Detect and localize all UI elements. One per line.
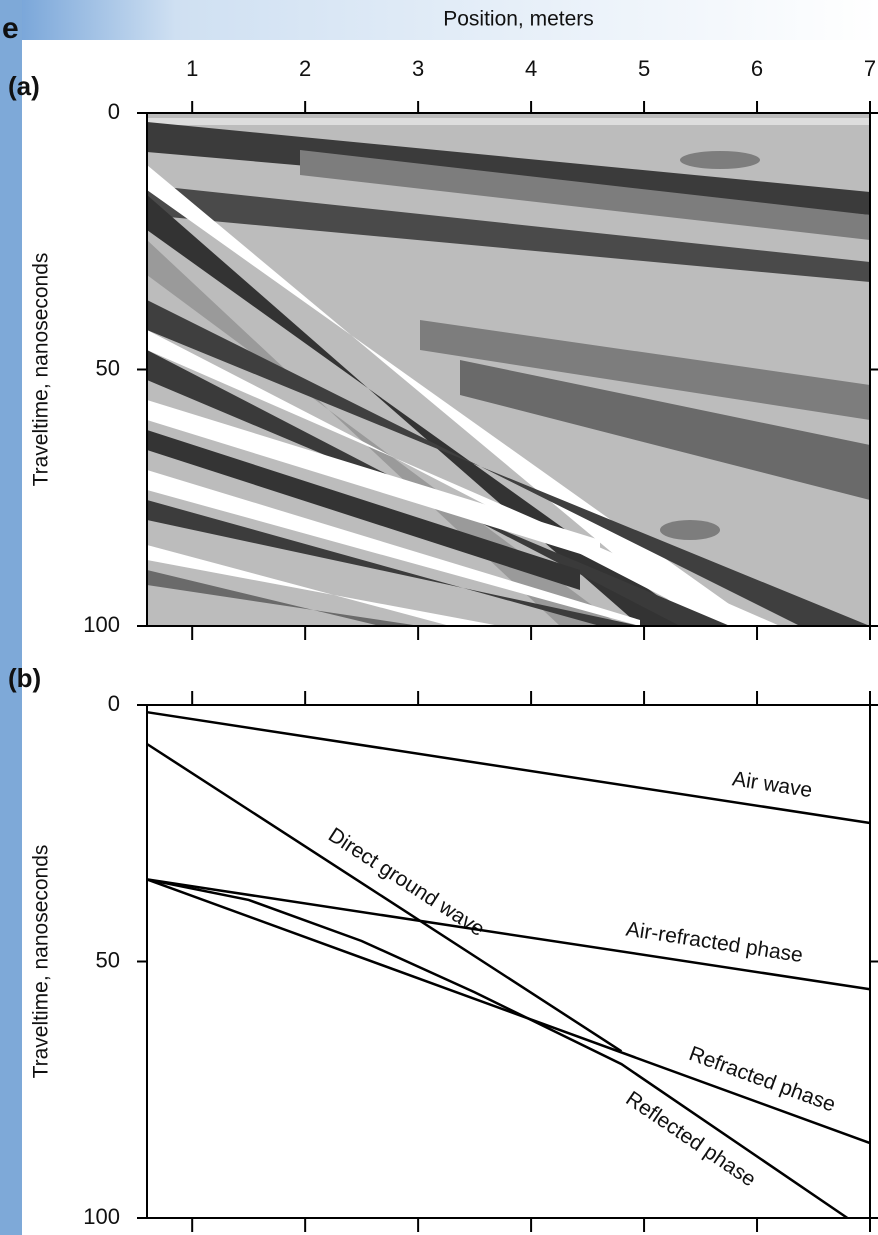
series-line <box>146 878 849 1220</box>
y-tick-label: 0 <box>108 691 120 716</box>
x-tick-label: 6 <box>751 56 763 81</box>
y-tick-label: 0 <box>108 99 120 124</box>
y-axis-label: Traveltime, nanoseconds <box>30 845 53 1079</box>
left-strip <box>0 0 22 1235</box>
panel-bg <box>22 40 142 1235</box>
y-tick-label: 50 <box>96 947 120 972</box>
panel-label: (b) <box>8 663 41 693</box>
series-line <box>146 742 623 1053</box>
x-tick-label: 5 <box>638 56 650 81</box>
x-tick-label: 3 <box>412 56 424 81</box>
x-tick-label: 2 <box>299 56 311 81</box>
x-tick-label: 1 <box>186 56 198 81</box>
series-line <box>146 710 871 825</box>
contour-image <box>147 113 870 626</box>
series-line <box>146 878 871 991</box>
corner-text: e <box>2 12 19 45</box>
x-tick-label: 7 <box>864 56 876 81</box>
series-line <box>146 878 871 1145</box>
y-tick-label: 50 <box>96 355 120 380</box>
y-tick-label: 100 <box>83 1204 120 1229</box>
x-tick-label: 4 <box>525 56 537 81</box>
y-tick-label: 100 <box>83 612 120 637</box>
panel-label: (a) <box>8 71 40 101</box>
y-axis-label: Traveltime, nanoseconds <box>30 253 53 487</box>
x-axis-title: Position, meters <box>443 8 594 31</box>
top-strip <box>0 0 878 40</box>
